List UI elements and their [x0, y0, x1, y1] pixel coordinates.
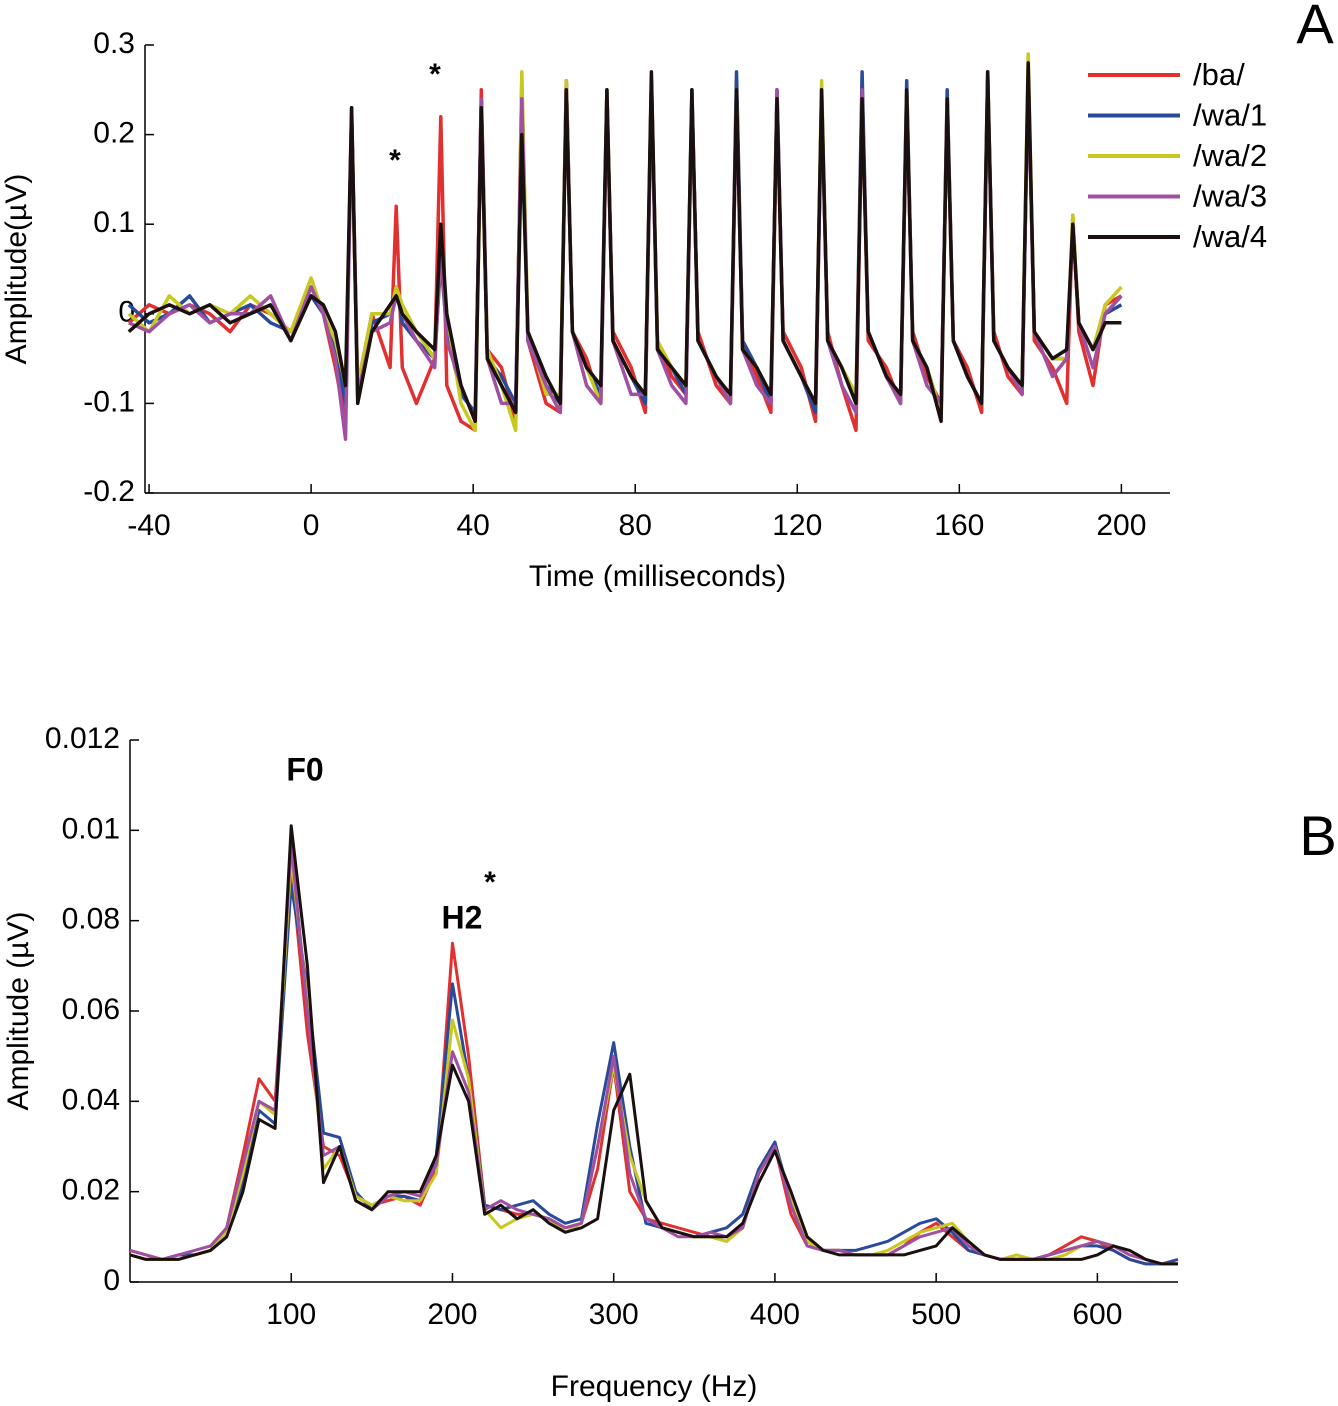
x-tick-label: 200 — [1096, 509, 1146, 542]
x-tick-label: 400 — [750, 1298, 800, 1331]
x-tick-label: 100 — [266, 1298, 316, 1331]
x-tick-label: 600 — [1072, 1298, 1122, 1331]
y-tick-label: -0.2 — [83, 475, 135, 508]
x-tick-label: 40 — [456, 509, 489, 542]
y-tick-label: 0.1 — [93, 206, 135, 239]
panel-label: A — [1296, 0, 1334, 55]
x-tick-label: 0 — [303, 509, 320, 542]
x-tick-label: 80 — [619, 509, 652, 542]
y-tick-label: 0.01 — [62, 812, 120, 845]
y-axis-label: Amplitude (µV) — [2, 911, 35, 1110]
legend-label: /wa/2 — [1193, 138, 1267, 173]
y-tick-label: 0.012 — [45, 722, 120, 755]
annotation: H2 — [442, 899, 483, 935]
legend-label: /wa/1 — [1193, 98, 1267, 133]
series-line — [129, 824, 1178, 1266]
y-tick-label: 0.2 — [93, 117, 135, 150]
y-tick-label: 0 — [103, 1264, 120, 1297]
y-tick-label: -0.1 — [83, 385, 135, 418]
panel-label: B — [1299, 804, 1336, 867]
y-axis-label: Amplitude(µV) — [0, 174, 33, 365]
x-tick-label: 500 — [911, 1298, 961, 1331]
legend-label: /wa/4 — [1193, 219, 1267, 254]
y-tick-label: 0.04 — [62, 1083, 120, 1116]
legend-label: /ba/ — [1193, 57, 1245, 92]
y-tick-label: 0.02 — [62, 1174, 120, 1207]
annotation: * — [429, 58, 441, 91]
y-tick-label: 0.06 — [62, 993, 120, 1026]
x-axis-label: Frequency (Hz) — [551, 1370, 758, 1403]
x-tick-label: 160 — [934, 509, 984, 542]
x-tick-label: 200 — [427, 1298, 477, 1331]
x-tick-label: 120 — [772, 509, 822, 542]
annotation: * — [484, 866, 496, 899]
x-tick-label: 300 — [589, 1298, 639, 1331]
y-tick-label: 0.08 — [62, 903, 120, 936]
series-line — [127, 61, 1122, 424]
x-axis-label: Time (milliseconds) — [529, 560, 786, 593]
annotation: F0 — [286, 751, 323, 787]
y-tick-label: 0.3 — [93, 27, 135, 60]
legend-label: /wa/3 — [1193, 179, 1267, 214]
x-tick-label: -40 — [127, 509, 170, 542]
annotation: * — [389, 144, 401, 177]
